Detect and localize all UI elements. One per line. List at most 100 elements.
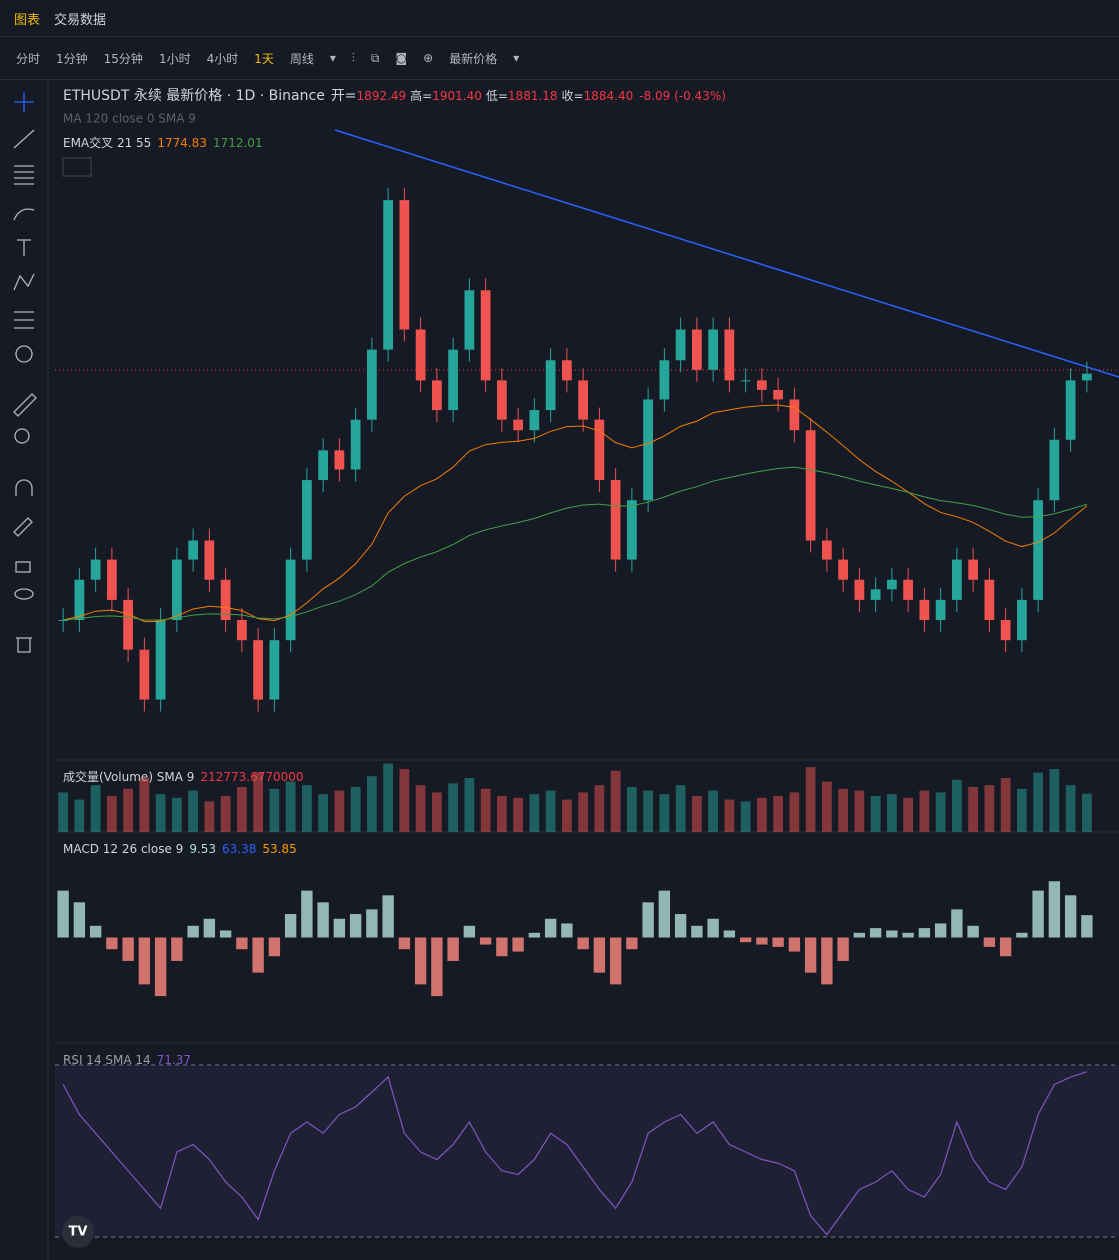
macd-bar <box>479 937 492 945</box>
macd-bar <box>756 937 768 945</box>
macd-bar <box>57 890 69 938</box>
candle <box>870 589 881 600</box>
volume-bar <box>415 785 426 832</box>
volume-bar <box>822 781 832 832</box>
collapse-button[interactable] <box>62 157 92 177</box>
fib-tool[interactable] <box>14 165 34 185</box>
magnet-tool[interactable] <box>15 479 33 496</box>
volume-bar <box>773 796 783 832</box>
macd-bar <box>934 923 947 938</box>
tab[interactable]: 图表 <box>14 12 41 28</box>
value: 1774.83 <box>157 136 207 150</box>
macd-bar <box>528 932 541 938</box>
volume-bar <box>513 797 523 832</box>
candle <box>643 399 653 501</box>
candle <box>188 540 198 560</box>
candle <box>74 579 85 621</box>
interval[interactable]: 1小时 <box>158 51 191 66</box>
volume-bar <box>740 801 751 832</box>
chart: ETHUSDT 永续 最新价格 · 1D · Binance 开=1892.49 高… <box>13 80 1119 1260</box>
candle <box>318 450 328 481</box>
symbol: ETHUSDT 永续 最新价格 · 1D · Binance <box>63 87 325 104</box>
candle <box>399 200 410 330</box>
interval[interactable]: 15分钟 <box>103 51 143 66</box>
macd-bar <box>999 937 1012 957</box>
interval[interactable]: 周线 <box>289 51 314 66</box>
candle <box>237 620 247 641</box>
macd-bar <box>301 890 313 938</box>
icon[interactable]: ⧉ <box>370 50 380 65</box>
candle <box>480 290 491 381</box>
crosshair-tool[interactable] <box>14 92 34 112</box>
candle <box>383 200 393 350</box>
candle <box>740 380 751 382</box>
candle <box>578 380 588 420</box>
candle <box>627 500 637 560</box>
volume-bar <box>253 772 263 832</box>
lock-draw-tool[interactable] <box>13 517 33 537</box>
volume-bar <box>350 787 361 832</box>
candle <box>773 389 783 400</box>
macd-bar <box>918 928 931 938</box>
volume-bar <box>919 790 930 832</box>
icon[interactable]: ▾ <box>513 51 520 65</box>
interval[interactable]: 1天 <box>254 51 274 66</box>
icon[interactable]: ▾ <box>329 51 336 65</box>
trash-tool[interactable] <box>16 637 32 653</box>
label: 收= <box>562 89 584 103</box>
value: 71.37 <box>157 1053 191 1067</box>
volume-bar <box>139 778 150 832</box>
macd-bar <box>187 925 199 938</box>
volume-bar <box>854 790 865 832</box>
pattern-tool[interactable] <box>13 273 35 291</box>
logo[interactable] <box>62 1216 94 1248</box>
eye-tool[interactable] <box>14 588 34 600</box>
volume-bar <box>627 787 637 832</box>
zoom-tool[interactable] <box>14 428 30 444</box>
candle <box>838 559 848 580</box>
line-tool[interactable] <box>13 129 35 149</box>
lock-tool[interactable] <box>15 561 31 573</box>
macd-bar <box>252 937 264 973</box>
volume-bar <box>448 783 458 832</box>
volume-bar <box>757 797 767 832</box>
macd-bar <box>1081 915 1093 938</box>
macd-bar <box>642 902 654 938</box>
macd-bar <box>366 909 378 938</box>
volume-bar <box>269 788 280 832</box>
icon[interactable]: ⊕ <box>423 51 434 65</box>
value: 1892.49 <box>357 89 407 103</box>
candle <box>334 450 345 470</box>
icon[interactable]: ◙ <box>395 51 408 65</box>
brush-tool[interactable] <box>13 208 35 221</box>
price-type[interactable]: 最新价格 <box>449 51 498 66</box>
macd-bar <box>951 909 963 938</box>
rsi-band <box>55 1065 1119 1237</box>
candle <box>1000 620 1011 641</box>
tab[interactable]: 交易数据 <box>54 12 107 28</box>
interval[interactable]: 分时 <box>16 51 41 66</box>
candle <box>887 579 897 590</box>
value: 53.85 <box>262 842 296 856</box>
macd-bar <box>284 914 297 938</box>
candle <box>659 360 670 400</box>
candle <box>529 410 540 431</box>
volume-bar <box>155 794 166 832</box>
candle <box>415 329 426 381</box>
interval[interactable]: 1分钟 <box>56 51 88 66</box>
volume-bar <box>172 797 182 832</box>
macd-bar <box>463 925 476 938</box>
measure-tool[interactable] <box>14 311 34 329</box>
volume-bar <box>367 776 377 832</box>
icon[interactable]: ⫶ <box>351 50 355 65</box>
candle <box>448 349 458 411</box>
macd-bar <box>398 937 411 950</box>
rsi-legend: RSI 14 SMA 14 <box>63 1053 151 1067</box>
emoji-tool[interactable] <box>15 345 33 363</box>
text-tool[interactable] <box>17 239 31 256</box>
candle <box>562 360 572 381</box>
ruler-tool[interactable] <box>13 393 37 417</box>
interval[interactable]: 4小时 <box>206 51 239 66</box>
macd-bar <box>219 930 232 938</box>
